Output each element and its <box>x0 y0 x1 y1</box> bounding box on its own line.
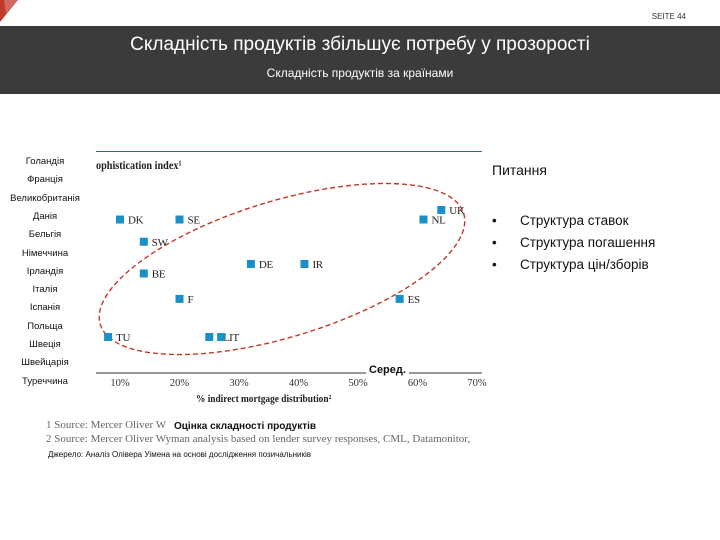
point-label: UK <box>449 205 465 217</box>
bullet-text: Структура ставок <box>520 213 629 228</box>
data-point <box>419 215 428 224</box>
x-axis-label: % indirect mortgage distribution² <box>196 393 332 405</box>
source-caption: Джерело: Аналіз Олівера Уімена на основі… <box>46 450 314 459</box>
point-label: SW <box>152 237 169 249</box>
data-point <box>300 259 309 268</box>
data-point <box>175 294 184 303</box>
bullet-dot: • <box>492 257 497 272</box>
data-point <box>217 333 226 341</box>
country-label: Швейцарія <box>21 357 69 369</box>
bullet-item: • Структура погашення <box>492 232 712 254</box>
data-point <box>139 237 148 246</box>
source-line-2: 2 Source: Mercer Oliver Wyman analysis b… <box>46 433 471 445</box>
point-label: NL <box>431 215 446 227</box>
data-point <box>246 259 255 268</box>
chart-title: ophistication index¹ <box>96 158 182 172</box>
point-label: DE <box>259 259 274 271</box>
point-label: DK <box>128 215 144 227</box>
data-point <box>395 294 404 303</box>
data-point <box>116 215 124 224</box>
point-label: ES <box>408 294 420 306</box>
bullet-list: • Структура ставок • Структура погашення •… <box>492 210 712 276</box>
data-point <box>139 269 148 278</box>
country-label: Бельгія <box>28 229 62 241</box>
bullet-item: • Структура цін/зборів <box>492 254 712 276</box>
point-label: F <box>188 294 194 306</box>
bullet-dot: • <box>492 213 497 228</box>
cluster-ellipse <box>98 182 466 356</box>
bullet-text: Структура цін/зборів <box>520 257 649 272</box>
x-tick-label: 50% <box>348 378 368 389</box>
point-label: TU <box>116 332 130 344</box>
page-number: SEITE 44 <box>651 12 686 21</box>
country-label: Німеччина <box>21 247 69 259</box>
country-label: Голандія <box>25 156 65 167</box>
x-tick-label: 60% <box>408 378 428 389</box>
country-label: Данія <box>32 210 58 222</box>
data-point <box>104 333 113 341</box>
questions-panel: Питання • Структура ставок • Структура пог… <box>492 162 712 276</box>
country-label: Ірландія <box>26 265 64 277</box>
x-tick-label: 30% <box>229 378 249 389</box>
country-label: Туреччина <box>22 375 68 387</box>
country-label: Франція <box>27 174 63 186</box>
average-label: Серед. <box>366 364 409 376</box>
page-subtitle: Складність продуктів за країнами <box>266 66 454 80</box>
sources-block: 1 Source: Mercer Oliver W 2 Source: Merc… <box>46 418 486 464</box>
data-point <box>175 215 184 224</box>
x-tick-label: 70% <box>467 378 487 389</box>
bullet-text: Структура погашення <box>520 235 656 250</box>
x-tick-label: 10% <box>110 378 130 389</box>
country-label: Великобританія <box>10 192 80 204</box>
country-label: Італія <box>32 284 58 296</box>
country-label: Іспанія <box>29 302 61 314</box>
point-label: BE <box>152 269 166 281</box>
brand-logo <box>0 0 18 22</box>
point-label: IR <box>312 259 323 271</box>
bullet-dot: • <box>492 235 497 250</box>
chart-top-rule <box>96 151 482 152</box>
page-title: Складність продуктів збільшує потребу у … <box>130 34 590 55</box>
x-tick-label: 40% <box>289 378 309 389</box>
point-label: SE <box>188 215 201 227</box>
x-tick-label: 20% <box>170 378 190 389</box>
source-line-1: 1 Source: Mercer Oliver W <box>46 419 167 431</box>
data-point <box>205 333 214 341</box>
panel-heading: Питання <box>492 162 547 178</box>
country-label: Швеція <box>29 339 61 350</box>
bullet-item: • Структура ставок <box>492 210 712 232</box>
complexity-score-label: Оцінка складності продуктів <box>172 421 319 432</box>
data-point <box>437 206 446 214</box>
header-band <box>0 26 720 94</box>
point-label: IT <box>229 332 239 344</box>
country-label: Польща <box>27 320 63 332</box>
